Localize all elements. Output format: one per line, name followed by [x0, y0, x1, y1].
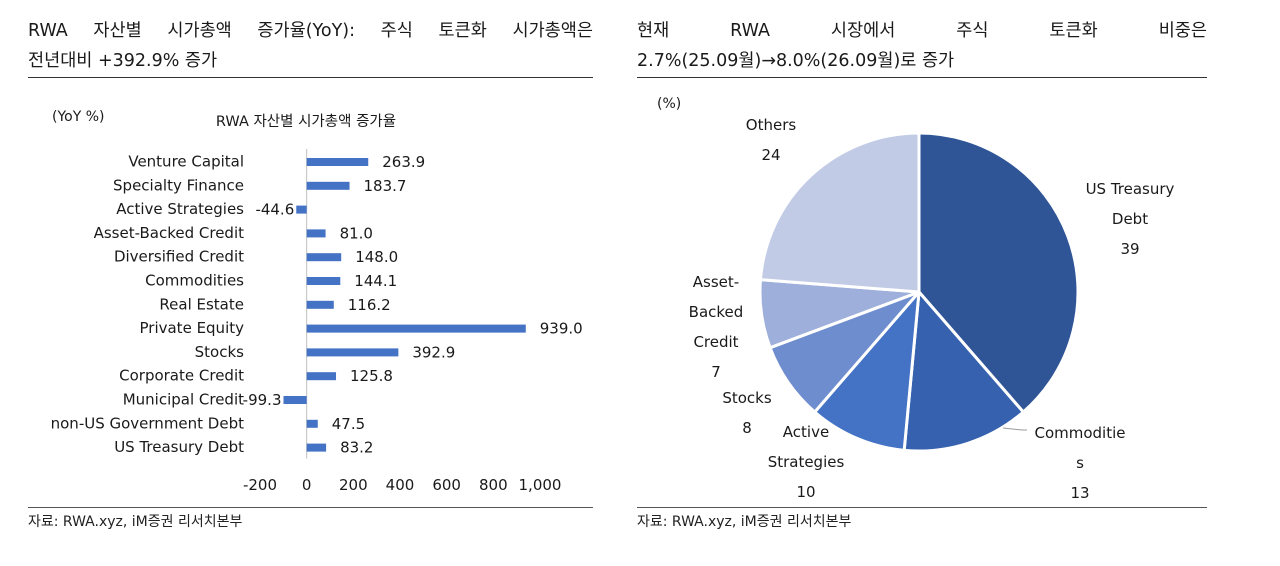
bar-x-tick-label: 800: [479, 476, 508, 494]
bar-chart-heading: RWA 자산별 시가총액 증가율(YoY): 주식 토큰화 시가총액은 전년대비…: [28, 16, 593, 76]
pie-label-leader-line: [1002, 427, 1027, 431]
pie-chart-heading-line2: 2.7%(25.09월)→8.0%(26.09월)로 증가: [637, 51, 955, 71]
bar-chart-bottom-rule: [28, 507, 593, 508]
pie-chart-panel: 현재 RWA 시장에서 주식 토큰화 비중은 2.7%(25.09월)→8.0%…: [637, 0, 1207, 566]
bar-value-label: 148.0: [355, 248, 398, 266]
bar-category-label: US Treasury Debt: [114, 438, 244, 456]
bar-value-label: 183.7: [364, 177, 407, 195]
pie-slice-label: US Treasury Debt 39: [1086, 180, 1175, 258]
bar-mark: [306, 229, 326, 238]
bar-value-label: -44.6: [255, 201, 294, 219]
bar-value-label: -99.3: [243, 391, 282, 409]
pie-slice: [758, 131, 921, 294]
bar-mark: [306, 277, 341, 285]
bar-mark: [306, 372, 337, 381]
bar-mark: [296, 205, 307, 214]
bar-value-label: 83.2: [340, 439, 373, 457]
bar-value-label: 939.0: [540, 320, 583, 338]
bar-mark: [306, 348, 399, 357]
bar-x-tick-label: 0: [302, 476, 312, 494]
bar-chart-title: RWA 자산별 시가총액 증가율: [216, 113, 396, 130]
pie-slice-label: Active Strategies 10: [768, 423, 845, 501]
bar-category-label: Corporate Credit: [119, 367, 244, 385]
pie-slice: [902, 290, 1025, 453]
bar-chart-source: 자료: RWA.xyz, iM증권 리서치본부: [28, 514, 243, 530]
bar-mark: [283, 396, 307, 404]
bar-value-label: 47.5: [332, 415, 365, 433]
pie-slice: [813, 290, 921, 452]
pie-slice: [917, 131, 1080, 414]
bar-value-label: 263.9: [382, 153, 425, 171]
bar-category-label: Asset-Backed Credit: [94, 224, 245, 242]
bar-value-label: 392.9: [412, 343, 455, 361]
pie-chart-source: 자료: RWA.xyz, iM증권 리서치본부: [637, 514, 852, 530]
bar-value-label: 144.1: [354, 272, 397, 290]
bar-chart-top-rule: [28, 77, 593, 78]
pie-slice-label: Asset-Backed Credit 7: [689, 273, 744, 381]
pie-slice-label: Stocks 8: [722, 389, 772, 437]
pie-slice-label: Others 24: [746, 116, 797, 164]
bar-category-label: Municipal Credit: [123, 391, 244, 409]
pie-chart: (%) US Treasury Debt 39 Commoditie s 13 Active S…: [657, 96, 1175, 502]
bar-x-tick-label: 600: [432, 476, 461, 494]
pie-chart-bottom-rule: [637, 507, 1207, 508]
pie-slice-label: Commoditie s 13: [1034, 424, 1125, 502]
bar-value-label: 125.8: [350, 367, 393, 385]
bar-value-label: 81.0: [340, 224, 373, 242]
bar-mark: [306, 300, 334, 309]
bar-mark: [306, 324, 526, 333]
bar-mark: [306, 181, 350, 190]
bar-mark: [306, 443, 327, 452]
bar-x-tick-label: 200: [339, 476, 368, 494]
pie-chart-heading: 현재 RWA 시장에서 주식 토큰화 비중은 2.7%(25.09월)→8.0%…: [637, 16, 1207, 76]
bar-x-tick-label: 400: [386, 476, 415, 494]
bar-mark: [306, 419, 318, 428]
bar-category-label: Commodities: [145, 272, 244, 290]
bar-mark: [306, 158, 369, 166]
bar-x-tick-label: -200: [243, 476, 277, 494]
bar-chart-unit-label: (YoY %): [52, 109, 105, 125]
bar-chart-heading-line1: RWA 자산별 시가총액 증가율(YoY): 주식 토큰화 시가총액은: [28, 21, 593, 41]
bar-category-label: Specialty Finance: [113, 176, 244, 194]
bar-category-label: non-US Government Debt: [51, 414, 244, 432]
bar-category-label: Venture Capital: [128, 153, 244, 171]
bar-value-label: 116.2: [348, 296, 391, 314]
bar-mark: [306, 253, 342, 262]
pie-chart-unit-label: (%): [657, 96, 681, 112]
bar-category-label: Diversified Credit: [114, 248, 244, 266]
bar-chart-panel: RWA 자산별 시가총액 증가율(YoY): 주식 토큰화 시가총액은 전년대비…: [28, 0, 593, 566]
bar-chart: (YoY %) RWA 자산별 시가총액 증가율 Venture Capital 26…: [51, 109, 583, 494]
bar-category-label: Private Equity: [140, 319, 245, 337]
pie-chart-top-rule: [637, 77, 1207, 78]
bar-category-label: Stocks: [195, 343, 245, 361]
pie-chart-heading-line1: 현재 RWA 시장에서 주식 토큰화 비중은: [637, 21, 1207, 41]
bar-chart-heading-line2: 전년대비 +392.9% 증가: [28, 51, 218, 71]
bar-category-label: Real Estate: [159, 295, 244, 313]
bar-x-tick-label: 1,000: [519, 476, 562, 494]
bar-category-label: Active Strategies: [116, 200, 244, 218]
